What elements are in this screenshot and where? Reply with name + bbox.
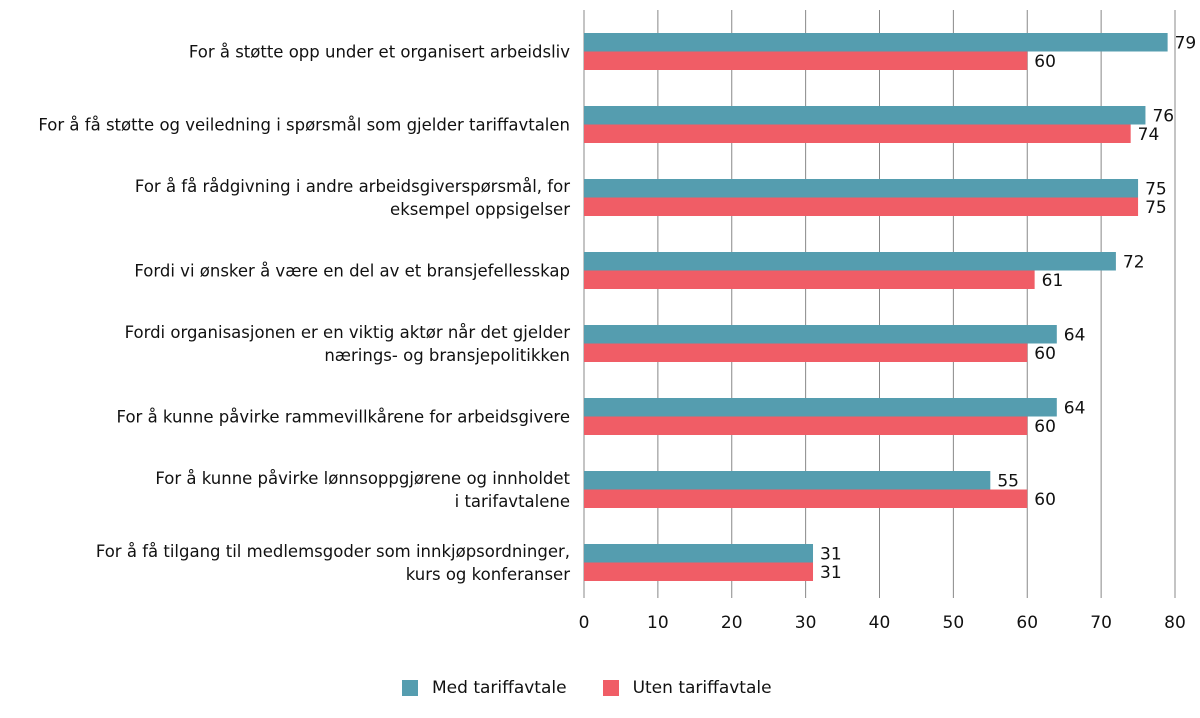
category-label-line: For å få tilgang til medlemsgoder som in… bbox=[95, 541, 570, 561]
x-tick-label: 70 bbox=[1090, 613, 1112, 633]
legend-label: Med tariffavtale bbox=[432, 678, 567, 698]
data-label: 75 bbox=[1145, 198, 1167, 218]
category-label: Fordi organisasjonen er en viktig aktør … bbox=[0, 321, 570, 367]
legend: Med tariffavtale Uten tariffavtale bbox=[402, 678, 772, 698]
category-label: For å kunne påvirke rammevillkårene for … bbox=[0, 405, 570, 428]
category-label-line: For å kunne påvirke lønnsoppgjørene og i… bbox=[155, 468, 570, 488]
bar bbox=[584, 124, 1131, 143]
category-label: For å få rådgivning i andre arbeidsgiver… bbox=[0, 175, 570, 221]
x-tick-label: 40 bbox=[869, 613, 891, 633]
data-label: 60 bbox=[1034, 417, 1056, 437]
bar bbox=[584, 33, 1168, 52]
x-tick-label: 80 bbox=[1164, 613, 1186, 633]
data-label: 72 bbox=[1123, 252, 1145, 272]
category-label-line: nærings- og bransjepolitikken bbox=[324, 345, 570, 365]
bar bbox=[584, 252, 1116, 271]
data-label: 31 bbox=[820, 563, 842, 583]
bar bbox=[584, 489, 1028, 508]
data-label: 79 bbox=[1175, 33, 1197, 53]
x-tick-label: 0 bbox=[579, 613, 590, 633]
data-label: 60 bbox=[1034, 490, 1056, 510]
legend-swatch bbox=[602, 680, 619, 696]
legend-item-uten: Uten tariffavtale bbox=[602, 678, 772, 698]
legend-swatch bbox=[402, 680, 418, 696]
data-label: 64 bbox=[1064, 325, 1086, 345]
bar bbox=[584, 51, 1028, 70]
category-label: Fordi vi ønsker å være en del av et bran… bbox=[0, 259, 570, 282]
legend-item-med: Med tariffavtale bbox=[402, 678, 567, 698]
category-label-line: i tarifavtalene bbox=[454, 491, 570, 511]
bar bbox=[584, 179, 1139, 198]
data-label: 60 bbox=[1034, 52, 1056, 72]
bar bbox=[584, 325, 1057, 344]
category-label-line: For å kunne påvirke rammevillkårene for … bbox=[116, 407, 570, 426]
category-label-line: Fordi vi ønsker å være en del av et bran… bbox=[134, 261, 570, 280]
category-label-line: kurs og konferanser bbox=[405, 564, 570, 584]
category-label: For å få støtte og veiledning i spørsmål… bbox=[0, 113, 570, 136]
data-label: 64 bbox=[1064, 398, 1086, 418]
x-tick-label: 30 bbox=[795, 613, 817, 633]
data-label: 31 bbox=[820, 544, 842, 564]
category-label-line: For å få rådgivning i andre arbeidsgiver… bbox=[134, 176, 570, 196]
category-label-line: For å støtte opp under et organisert arb… bbox=[188, 42, 570, 61]
x-tick-label: 10 bbox=[647, 613, 669, 633]
category-label: For å få tilgang til medlemsgoder som in… bbox=[0, 540, 570, 586]
bar bbox=[584, 544, 814, 563]
x-tick-label: 50 bbox=[943, 613, 965, 633]
category-label-line: For å få støtte og veiledning i spørsmål… bbox=[38, 115, 570, 134]
bar bbox=[584, 270, 1035, 289]
data-label: 76 bbox=[1152, 106, 1174, 126]
bar bbox=[584, 471, 991, 490]
legend-label: Uten tariffavtale bbox=[632, 678, 772, 698]
data-label: 61 bbox=[1042, 271, 1064, 291]
x-tick-label: 60 bbox=[1016, 613, 1038, 633]
bar bbox=[584, 398, 1057, 417]
category-label-line: eksempel oppsigelser bbox=[390, 199, 570, 219]
bar bbox=[584, 562, 814, 581]
bar bbox=[584, 106, 1146, 125]
category-label: For å kunne påvirke lønnsoppgjørene og i… bbox=[0, 467, 570, 513]
data-label: 60 bbox=[1034, 344, 1056, 364]
bar bbox=[584, 343, 1028, 362]
bar bbox=[584, 197, 1139, 216]
data-label: 75 bbox=[1145, 179, 1167, 199]
category-label-line: Fordi organisasjonen er en viktig aktør … bbox=[124, 322, 570, 342]
data-label: 55 bbox=[997, 471, 1019, 491]
data-label: 74 bbox=[1138, 125, 1160, 145]
x-tick-label: 20 bbox=[721, 613, 743, 633]
bar bbox=[584, 416, 1028, 435]
category-label: For å støtte opp under et organisert arb… bbox=[0, 40, 570, 63]
